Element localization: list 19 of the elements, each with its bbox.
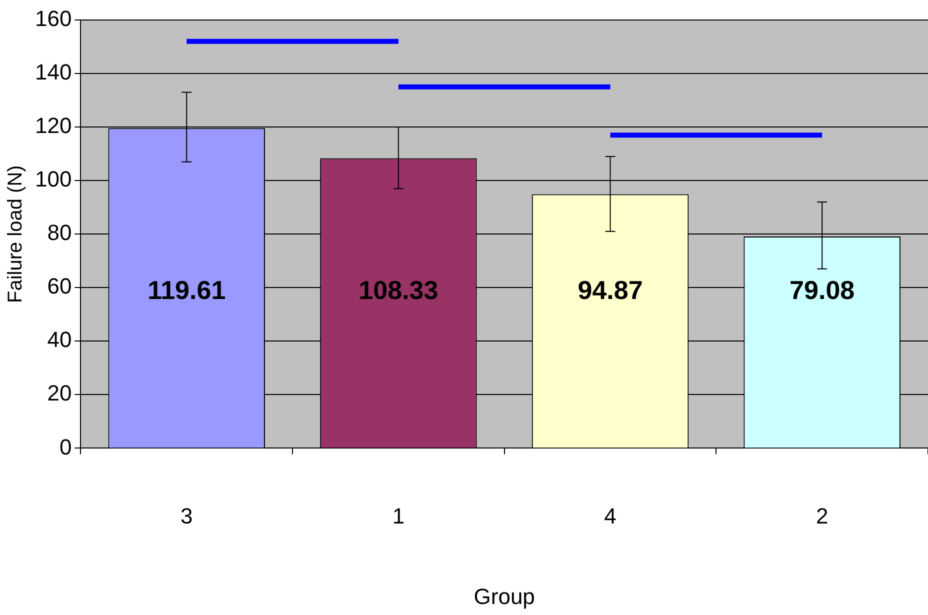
y-tick-label: 140 [34,60,72,85]
y-tick-label: 40 [47,327,72,352]
y-axis-title: Failure load (N) [4,165,27,304]
x-tick-label: 1 [392,503,405,528]
y-tick-label: 100 [34,166,72,192]
x-tick-label: 2 [816,503,828,528]
data-label: 108.33 [358,275,438,306]
data-label: 119.61 [148,275,226,306]
y-tick-label: 160 [34,6,72,32]
y-tick-label: 60 [47,274,72,299]
x-axis-title: Group [474,584,535,609]
y-tick-label: 0 [59,434,72,460]
x-tick-label: 4 [604,503,616,528]
data-label: 94.87 [578,275,643,306]
y-tick-label: 20 [47,380,72,406]
data-label: 79.08 [790,275,855,306]
y-tick-label: 120 [34,113,72,138]
y-tick-label: 80 [47,220,72,246]
x-tick-label: 3 [180,503,193,528]
